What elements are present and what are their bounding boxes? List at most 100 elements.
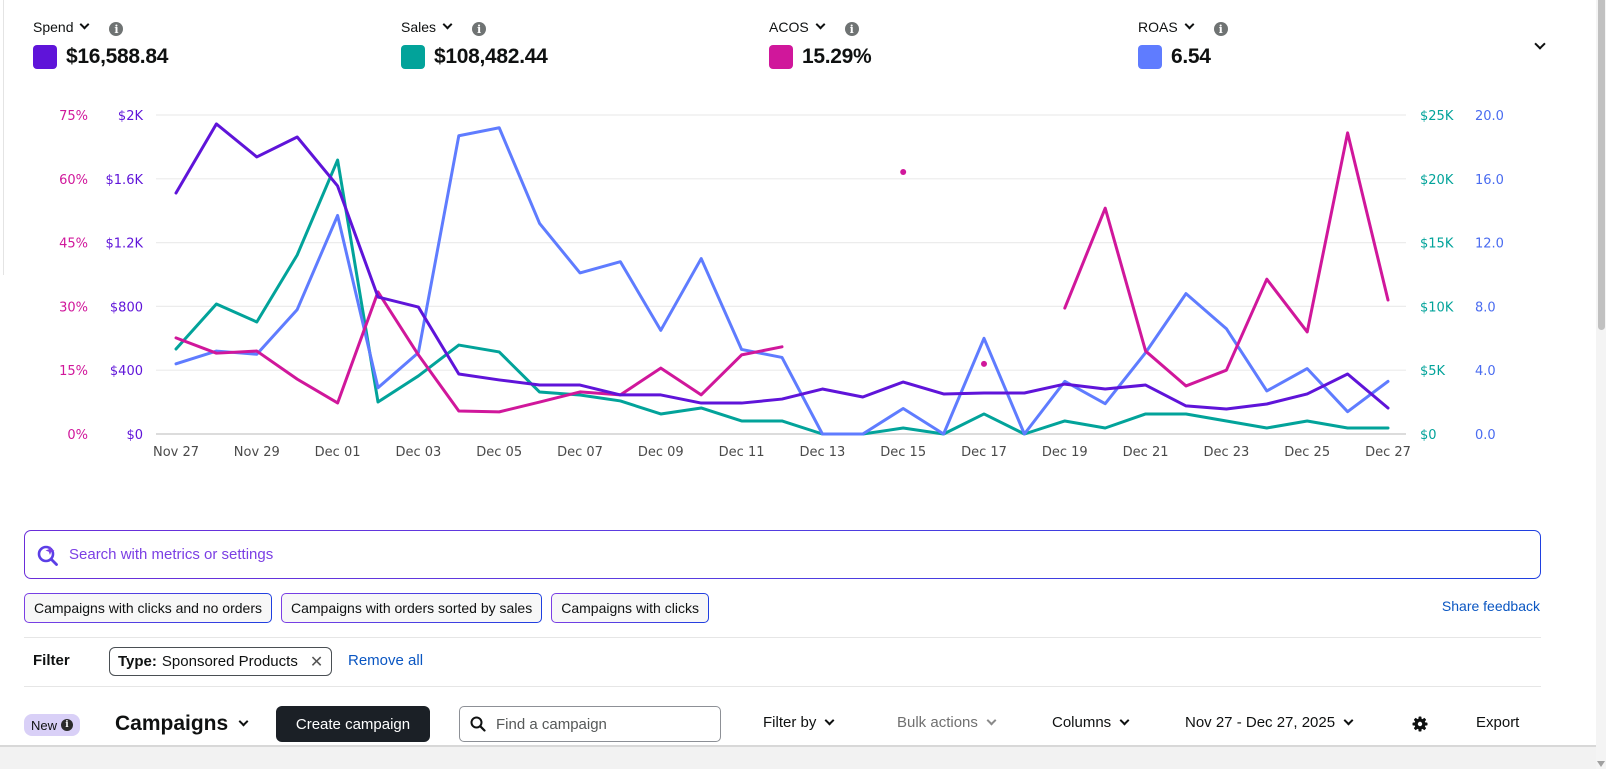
filter-token-type[interactable]: Type: Sponsored Products ✕ <box>109 647 333 676</box>
vertical-scrollbar[interactable] <box>1596 0 1606 769</box>
y-tick-label-roas: 0.0 <box>1475 428 1496 443</box>
columns-dropdown[interactable]: Columns <box>1052 714 1130 731</box>
search-input[interactable]: Search with metrics or settings <box>69 546 274 563</box>
info-icon[interactable]: i <box>1213 22 1228 36</box>
y-tick-label-roas: 20.0 <box>1475 109 1504 124</box>
find-campaign-input[interactable]: Find a campaign <box>459 706 721 742</box>
close-icon[interactable]: ✕ <box>309 653 324 671</box>
badge-label: New <box>31 717 58 733</box>
filter-by-label: Filter by <box>763 714 817 731</box>
scrollbar-thumb[interactable] <box>1598 0 1605 330</box>
suggestion-chips: Campaigns with clicks and no orders Camp… <box>24 593 709 623</box>
x-tick-label: Dec 25 <box>1284 445 1330 460</box>
info-icon[interactable]: i <box>844 22 859 36</box>
y-tick-label-roas: 12.0 <box>1475 237 1504 252</box>
series-line-spend <box>174 122 1390 411</box>
legend-swatch-sales[interactable] <box>401 45 425 69</box>
collapse-chart-chevron-icon[interactable] <box>1534 38 1546 50</box>
campaigns-dropdown[interactable]: Campaigns <box>115 712 249 736</box>
metrics-search-box[interactable]: Search with metrics or settings <box>24 530 1541 579</box>
metric-value: 15.29% <box>802 45 872 68</box>
chevron-down-icon[interactable] <box>80 19 90 30</box>
metric-label: ROAS <box>1138 19 1178 35</box>
metric-acos[interactable]: ACOS i 15.29% <box>769 16 872 69</box>
info-icon[interactable]: i <box>109 22 124 36</box>
y-tick-label-spend: $1.2K <box>106 237 144 252</box>
filter-token-value: Sponsored Products <box>161 653 298 670</box>
x-tick-label: Dec 15 <box>880 445 926 460</box>
x-tick-label: Dec 09 <box>638 445 684 460</box>
metric-value: 6.54 <box>1171 45 1211 68</box>
series-line-acos <box>1063 131 1390 388</box>
bulk-actions-label: Bulk actions <box>897 714 978 731</box>
y-tick-label-sales: $0 <box>1420 428 1437 443</box>
metric-sales[interactable]: Sales i $108,482.44 <box>401 16 548 69</box>
y-tick-label-acos: 45% <box>59 237 88 252</box>
series-line-sales <box>174 158 1390 436</box>
performance-chart: 0% 15% 30% 45% 60% 75% $0 $400 $800 $1.2K $1.6K $2K… <box>0 95 1596 475</box>
gear-icon[interactable] <box>1412 716 1428 732</box>
metric-spend[interactable]: Spend i $16,588.84 <box>33 16 168 69</box>
chevron-down-icon <box>238 716 249 726</box>
y-tick-label-sales: $20K <box>1420 173 1454 188</box>
export-button[interactable]: Export <box>1476 714 1519 731</box>
chevron-down-icon[interactable] <box>1184 19 1195 30</box>
chevron-down-icon <box>1343 715 1354 725</box>
remove-all-link[interactable]: Remove all <box>348 652 424 669</box>
x-tick-label: Dec 01 <box>315 445 361 460</box>
suggestion-chip[interactable]: Campaigns with clicks <box>551 593 709 623</box>
x-tick-label: Dec 23 <box>1203 445 1249 460</box>
chevron-down-icon[interactable] <box>442 19 453 30</box>
columns-label: Columns <box>1052 714 1112 731</box>
chevron-down-icon[interactable] <box>815 19 826 30</box>
y-tick-label-acos: 60% <box>59 173 88 188</box>
metric-roas[interactable]: ROAS i 6.54 <box>1138 16 1228 69</box>
campaigns-toolbar: New i Campaigns Create campaign Find a c… <box>0 704 1596 744</box>
series-line-roas <box>174 126 1390 436</box>
x-tick-label: Nov 27 <box>153 445 199 460</box>
y-tick-label-acos: 30% <box>59 300 88 315</box>
legend-swatch-spend[interactable] <box>33 45 57 69</box>
search-icon <box>470 716 486 732</box>
create-campaign-button[interactable]: Create campaign <box>276 706 430 742</box>
share-feedback-link[interactable]: Share feedback <box>1441 598 1540 614</box>
series-acos <box>174 131 1390 414</box>
x-tick-label: Dec 07 <box>557 445 603 460</box>
table-header-edge <box>0 745 1596 769</box>
chip-label: Campaigns with clicks and no orders <box>25 594 271 622</box>
panel-left-border <box>3 0 4 275</box>
info-icon: i <box>61 719 74 731</box>
filter-token-key: Type: <box>118 653 157 670</box>
legend-swatch-roas[interactable] <box>1138 45 1162 69</box>
y-tick-label-sales: $10K <box>1420 300 1454 315</box>
divider <box>24 686 1541 687</box>
bulk-actions-dropdown[interactable]: Bulk actions <box>897 714 997 731</box>
legend-swatch-acos[interactable] <box>769 45 793 69</box>
suggestion-chip[interactable]: Campaigns with orders sorted by sales <box>281 593 543 623</box>
find-campaign-placeholder: Find a campaign <box>496 715 607 733</box>
series-roas <box>174 126 1390 436</box>
export-label: Export <box>1476 714 1520 731</box>
x-tick-label: Dec 27 <box>1365 445 1411 460</box>
grid-lines <box>156 114 1406 435</box>
info-icon[interactable]: i <box>472 22 487 36</box>
date-range-picker[interactable]: Nov 27 - Dec 27, 2025 <box>1185 714 1354 731</box>
data-point-acos <box>900 168 907 175</box>
filter-by-dropdown[interactable]: Filter by <box>763 714 835 731</box>
y-tick-label-acos: 75% <box>59 109 88 124</box>
chip-label: Campaigns with clicks <box>552 594 708 622</box>
scroll-down-arrow-icon[interactable] <box>1597 761 1605 767</box>
chevron-down-icon <box>986 715 997 725</box>
series-sales <box>174 158 1390 436</box>
x-tick-label: Dec 21 <box>1123 445 1169 460</box>
chevron-down-icon <box>824 715 835 725</box>
new-badge[interactable]: New i <box>24 714 81 736</box>
y-tick-label-spend: $1.6K <box>106 173 144 188</box>
metric-value: $16,588.84 <box>66 45 169 68</box>
metric-label: ACOS <box>769 19 809 35</box>
x-tick-label: Dec 03 <box>395 445 441 460</box>
x-tick-label: Dec 19 <box>1042 445 1088 460</box>
x-tick-label: Nov 29 <box>234 445 280 460</box>
y-tick-label-spend: $0 <box>126 428 143 443</box>
suggestion-chip[interactable]: Campaigns with clicks and no orders <box>24 593 272 623</box>
